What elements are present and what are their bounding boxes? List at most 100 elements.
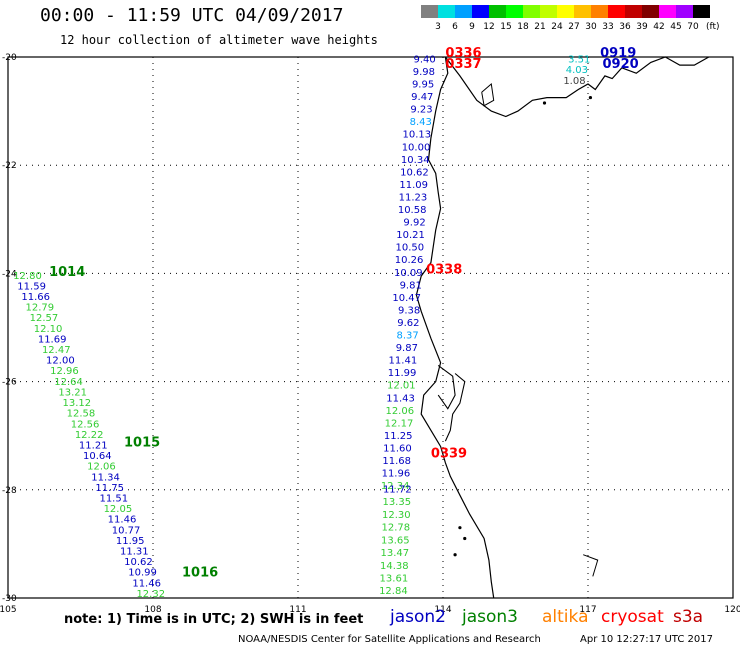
colorbar-label: 70 bbox=[687, 22, 699, 32]
island bbox=[453, 553, 457, 557]
wave-height-coast-south: 13.61 bbox=[380, 573, 409, 584]
colorbar-label: 24 bbox=[551, 22, 563, 32]
pass-time-label: 0339 bbox=[431, 446, 467, 461]
color-scale-unit: (ft) bbox=[706, 22, 720, 32]
colorbar-label: 36 bbox=[619, 22, 631, 32]
lat-tick-label: -20 bbox=[2, 53, 17, 63]
map-frame bbox=[7, 56, 734, 599]
colorbar-label: 9 bbox=[469, 22, 475, 32]
wave-height-coast-south: 12.78 bbox=[381, 523, 410, 534]
wave-height-tracks: 12.8011.5911.6612.7912.5712.1011.6912.47… bbox=[13, 54, 590, 600]
pass-time-label: 1014 bbox=[49, 265, 85, 280]
wave-height-ne: 1.08 bbox=[563, 76, 585, 87]
legend-altika: altika bbox=[542, 607, 589, 627]
pass-time-label: 0336 bbox=[445, 46, 481, 61]
wave-height-west: 13.12 bbox=[62, 398, 91, 409]
wave-height-coast: 8.37 bbox=[396, 331, 418, 342]
colorbar-swatch bbox=[591, 5, 608, 18]
wave-height-coast: 10.13 bbox=[402, 130, 431, 141]
wave-height-coast: 10.26 bbox=[395, 255, 424, 266]
wave-height-west: 11.31 bbox=[120, 547, 149, 558]
wave-height-coast: 11.25 bbox=[384, 431, 413, 442]
wave-height-west: 12.06 bbox=[87, 462, 116, 473]
colorbar-swatch bbox=[659, 5, 676, 18]
wave-height-west: 12.00 bbox=[46, 356, 75, 367]
wave-height-west: 10.77 bbox=[112, 525, 141, 536]
wave-height-coast: 11.60 bbox=[383, 443, 412, 454]
wave-height-coast: 9.92 bbox=[403, 218, 425, 229]
wave-height-coast: 12.01 bbox=[387, 381, 416, 392]
wave-height-coast-south: 13.35 bbox=[382, 497, 411, 508]
island bbox=[588, 95, 593, 100]
wave-height-west: 12.64 bbox=[54, 377, 83, 388]
wave-height-coast: 10.21 bbox=[396, 230, 425, 241]
island bbox=[458, 526, 462, 530]
pass-time-label: 0920 bbox=[603, 57, 639, 72]
footnote: note: 1) Time is in UTC; 2) SWH is in fe… bbox=[64, 612, 364, 627]
legend-s3a: s3a bbox=[673, 607, 704, 627]
colorbar-label: 21 bbox=[534, 22, 546, 32]
wave-height-west: 11.46 bbox=[108, 515, 137, 526]
lat-tick-label: -24 bbox=[2, 269, 17, 279]
wave-height-coast-south: 12.30 bbox=[382, 510, 411, 521]
wave-height-west: 12.32 bbox=[136, 589, 165, 600]
wave-height-coast-south: 12.84 bbox=[379, 586, 408, 597]
footer-timestamp: Apr 10 12:27:17 UTC 2017 bbox=[580, 634, 713, 645]
legend-cryosat: cryosat bbox=[601, 607, 664, 627]
lon-tick-label: 120 bbox=[724, 605, 740, 615]
wave-height-west: 11.51 bbox=[99, 493, 128, 504]
inland-feature bbox=[583, 554, 599, 577]
wave-height-coast: 9.87 bbox=[396, 343, 418, 354]
wave-height-ne: 3.51 bbox=[568, 54, 590, 65]
wave-height-west: 11.69 bbox=[38, 334, 67, 345]
wave-height-coast: 10.09 bbox=[394, 268, 423, 279]
colorbar-swatch bbox=[540, 5, 557, 18]
wave-height-west: 11.75 bbox=[95, 483, 124, 494]
wave-height-coast: 11.23 bbox=[399, 192, 428, 203]
legend-jason3: jason3 bbox=[462, 607, 518, 627]
wave-height-west: 11.59 bbox=[17, 281, 46, 292]
colorbar-label: 39 bbox=[636, 22, 648, 32]
wave-height-coast: 12.17 bbox=[385, 418, 414, 429]
wave-height-coast: 9.38 bbox=[398, 305, 420, 316]
wave-height-coast-south: 11.72 bbox=[383, 485, 412, 496]
legend-jason2: jason2 bbox=[390, 607, 446, 627]
wave-height-coast-south: 13.47 bbox=[381, 548, 410, 559]
coastline bbox=[415, 56, 710, 599]
colorbar-swatch bbox=[642, 5, 659, 18]
pass-time-label: 1015 bbox=[124, 436, 160, 451]
chart-subtitle: 12 hour collection of altimeter wave hei… bbox=[60, 33, 378, 47]
chart-title: 00:00 - 11:59 UTC 04/09/2017 bbox=[40, 5, 344, 26]
wave-height-west: 12.56 bbox=[71, 419, 100, 430]
colorbar-label: 42 bbox=[653, 22, 665, 32]
colorbar-swatch bbox=[676, 5, 693, 18]
lon-tick-label: 117 bbox=[579, 605, 596, 615]
wave-height-west: 10.62 bbox=[124, 557, 153, 568]
pass-time-label: 0338 bbox=[426, 262, 462, 277]
colorbar-swatch bbox=[438, 5, 455, 18]
colorbar-label: 15 bbox=[500, 22, 512, 32]
lon-tick-label: 105 bbox=[0, 605, 17, 615]
shark-bay-peninsula bbox=[437, 364, 456, 410]
wave-height-west: 13.21 bbox=[58, 387, 87, 398]
map-border bbox=[7, 56, 734, 599]
wave-height-coast: 11.96 bbox=[382, 469, 411, 480]
wave-height-coast: 11.68 bbox=[382, 456, 411, 467]
wave-height-coast: 11.09 bbox=[399, 180, 428, 191]
wave-height-west: 10.64 bbox=[83, 451, 112, 462]
wave-height-coast: 9.47 bbox=[411, 92, 433, 103]
wave-height-west: 11.34 bbox=[91, 472, 120, 483]
north-coastline bbox=[444, 56, 710, 118]
colorbar-swatch bbox=[472, 5, 489, 18]
lat-tick-label: -30 bbox=[2, 594, 17, 604]
wave-height-west: 12.57 bbox=[30, 313, 59, 324]
wave-height-coast: 9.81 bbox=[400, 280, 422, 291]
colorbar-label: 27 bbox=[568, 22, 580, 32]
colorbar-swatch bbox=[523, 5, 540, 18]
lat-tick-label: -26 bbox=[2, 378, 17, 388]
wave-height-coast: 10.00 bbox=[402, 142, 431, 153]
colorbar-swatch bbox=[693, 5, 710, 18]
wave-height-west: 11.66 bbox=[21, 292, 50, 303]
wave-height-west: 11.95 bbox=[116, 536, 145, 547]
